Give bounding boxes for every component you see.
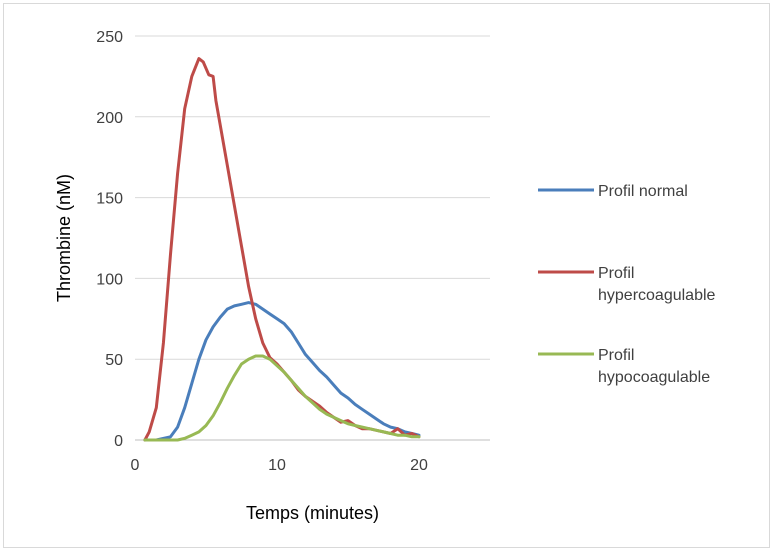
x-tick-label: 20 xyxy=(410,457,428,474)
legend-label: Profil hypocoagulable xyxy=(598,347,710,386)
y-tick-label: 0 xyxy=(114,433,123,450)
legend: Profil normal Profil hypercoagulable Profil… xyxy=(538,183,716,386)
y-tick-label: 50 xyxy=(105,352,123,369)
gridlines xyxy=(135,35,490,360)
y-tick-label: 250 xyxy=(96,29,123,46)
y-tick-label: 100 xyxy=(96,271,123,288)
x-tick-label: 0 xyxy=(131,457,140,474)
y-axis-ticks: 0 50 100 150 200 250 xyxy=(96,29,123,450)
legend-label: Profil normal xyxy=(598,183,688,200)
y-tick-label: 150 xyxy=(96,191,123,208)
x-tick-label: 10 xyxy=(268,457,286,474)
series-line-3 xyxy=(143,354,421,442)
x-axis-ticks: 0 10 20 xyxy=(131,457,428,474)
series-line-2 xyxy=(143,57,421,442)
series-line-1 xyxy=(143,301,421,442)
series-lines xyxy=(143,57,421,442)
legend-label: Profil hypercoagulable xyxy=(598,265,716,304)
y-axis-title: Thrombine (nM) xyxy=(54,174,74,302)
y-tick-label: 200 xyxy=(96,110,123,127)
x-axis-title: Temps (minutes) xyxy=(246,503,379,523)
chart-area xyxy=(3,3,770,548)
